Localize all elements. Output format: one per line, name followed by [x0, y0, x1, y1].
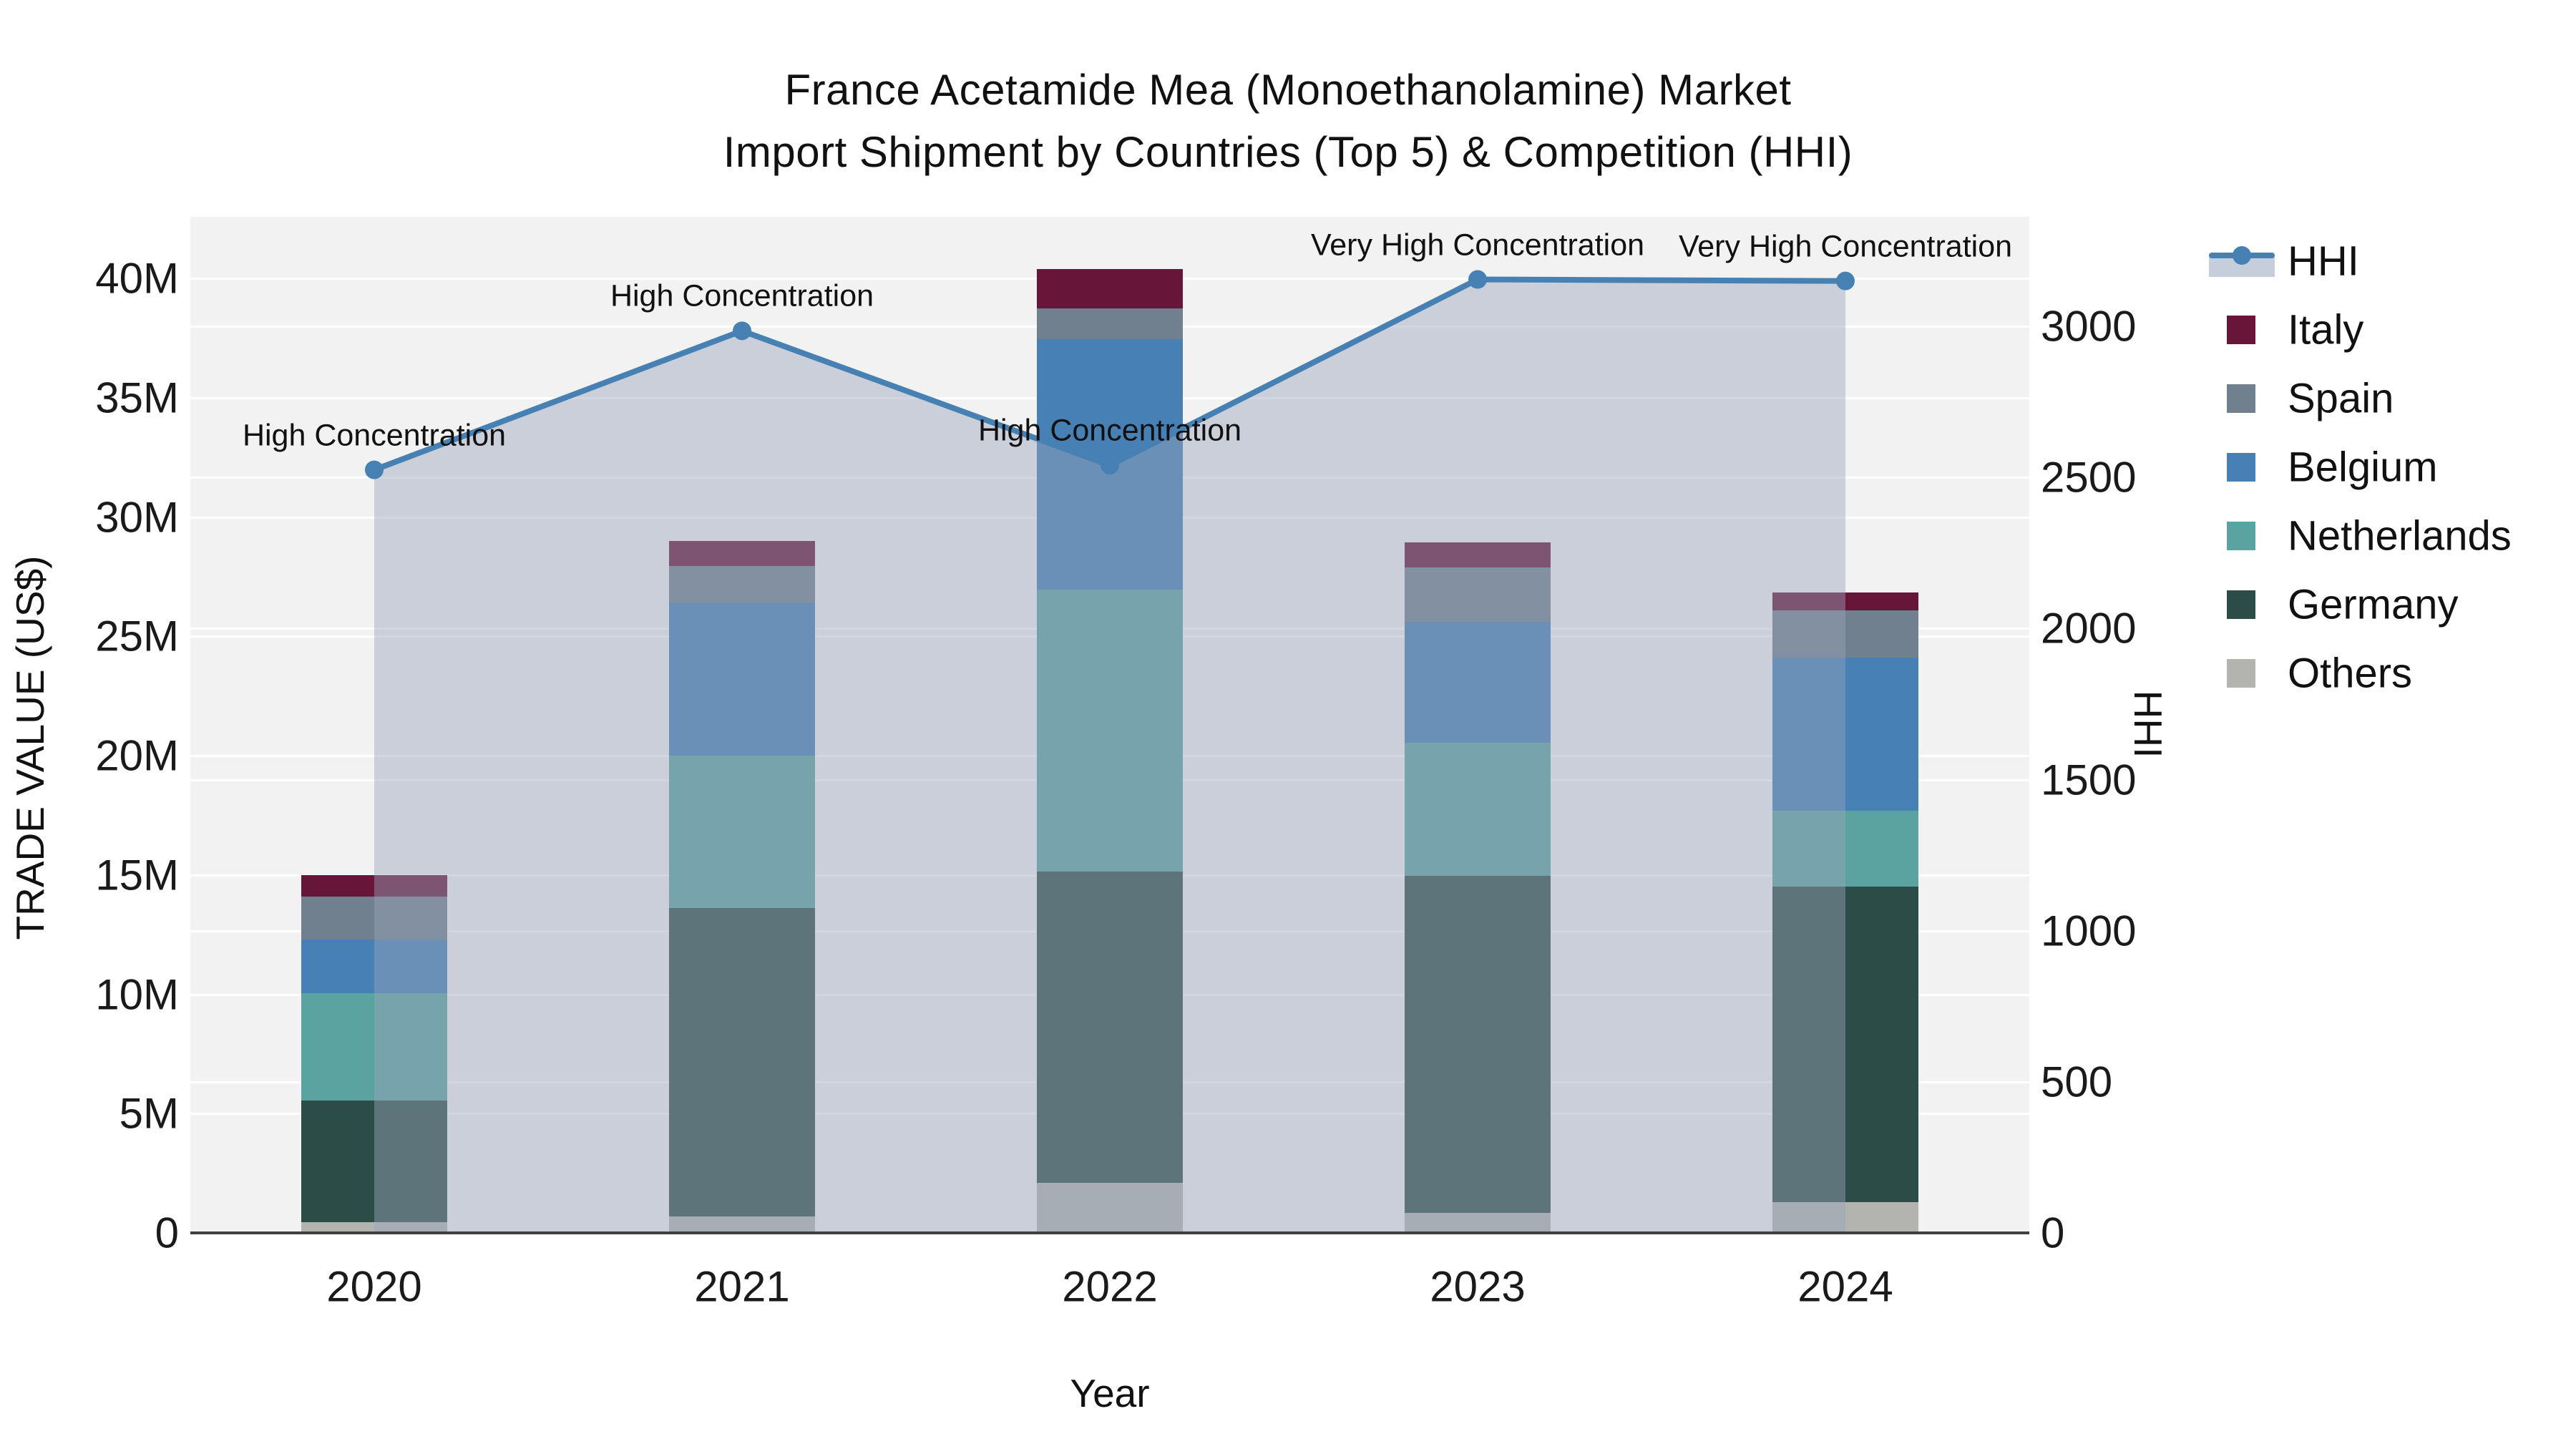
bar-2022-others[interactable] — [1037, 1182, 1183, 1233]
bar-2023-belgium[interactable] — [1405, 622, 1551, 743]
legend-label: Italy — [2288, 306, 2364, 353]
bar-2024-italy[interactable] — [1772, 592, 1918, 610]
bar-2023-spain[interactable] — [1405, 567, 1551, 623]
bar-2020-others[interactable] — [301, 1221, 447, 1233]
legend-swatch-belgium — [2227, 453, 2255, 482]
y-right-tick-label: 2000 — [2041, 604, 2137, 653]
y-left-tick-label: 40M — [95, 254, 179, 303]
legend-item-hhi[interactable]: HHI — [2209, 236, 2545, 286]
y-left-tick-label: 5M — [119, 1089, 179, 1138]
bar-2020-netherlands[interactable] — [301, 992, 447, 1101]
y-left-tick-label: 20M — [95, 731, 179, 780]
bar-2022-germany[interactable] — [1037, 871, 1183, 1183]
legend-item-spain[interactable]: Spain — [2209, 374, 2545, 424]
annotation-2020: High Concentration — [242, 418, 507, 453]
y-right-tick-label: 1500 — [2041, 756, 2137, 804]
bar-2024-others[interactable] — [1772, 1201, 1918, 1233]
annotation-2022: High Concentration — [977, 413, 1242, 448]
legend-label: Spain — [2288, 375, 2394, 422]
legend-item-others[interactable]: Others — [2209, 648, 2545, 698]
bar-2024-germany[interactable] — [1772, 887, 1918, 1202]
legend-label: Others — [2288, 650, 2413, 697]
bar-2021-spain[interactable] — [669, 565, 815, 603]
legend-item-netherlands[interactable]: Netherlands — [2209, 511, 2545, 561]
hhi-marker-2024[interactable] — [1836, 271, 1855, 291]
legend-swatch-spain — [2227, 384, 2255, 413]
y-right-tick-label: 1000 — [2041, 907, 2137, 955]
legend-item-italy[interactable]: Italy — [2209, 305, 2545, 355]
bar-2021-belgium[interactable] — [669, 602, 815, 756]
bar-2022-italy[interactable] — [1037, 268, 1183, 308]
bar-2023-others[interactable] — [1405, 1212, 1551, 1233]
legend-label: Netherlands — [2288, 512, 2512, 560]
bar-2023-italy[interactable] — [1405, 542, 1551, 567]
bar-2023-germany[interactable] — [1405, 876, 1551, 1213]
legend-item-belgium[interactable]: Belgium — [2209, 442, 2545, 492]
y-right-tick-label: 2500 — [2041, 453, 2137, 502]
annotation-2024: Very High Concentration — [1678, 229, 2013, 264]
bar-2020-spain[interactable] — [301, 896, 447, 940]
bar-2024-belgium[interactable] — [1772, 658, 1918, 811]
legend-label: Germany — [2288, 581, 2459, 628]
bar-2021-germany[interactable] — [669, 908, 815, 1216]
x-tick-label-2021: 2021 — [694, 1262, 790, 1311]
legend-item-germany[interactable]: Germany — [2209, 580, 2545, 630]
y-right-tick-label: 0 — [2041, 1209, 2065, 1257]
y-left-tick-label: 10M — [95, 970, 179, 1018]
chart-title-line1: France Acetamide Mea (Monoethanolamine) … — [784, 66, 1792, 114]
x-tick-label-2022: 2022 — [1062, 1262, 1158, 1311]
annotation-2023: Very High Concentration — [1310, 228, 1645, 263]
x-tick-label-2024: 2024 — [1797, 1262, 1893, 1311]
bar-2022-spain[interactable] — [1037, 308, 1183, 340]
x-tick-label-2020: 2020 — [326, 1262, 422, 1311]
bar-2024-netherlands[interactable] — [1772, 810, 1918, 887]
bar-2022-netherlands[interactable] — [1037, 590, 1183, 872]
hhi-marker-2023[interactable] — [1468, 270, 1487, 289]
x-axis-line — [190, 1231, 2029, 1234]
hhi-legend-symbol — [2209, 245, 2275, 277]
hhi-marker-2022[interactable] — [1101, 456, 1119, 475]
bar-2021-others[interactable] — [669, 1216, 815, 1233]
bar-2021-netherlands[interactable] — [669, 756, 815, 909]
y-right-axis-title: HHI — [2126, 690, 2170, 758]
y-left-tick-label: 0 — [155, 1209, 179, 1257]
bar-2024-spain[interactable] — [1772, 610, 1918, 658]
y-right-tick-label: 3000 — [2041, 302, 2137, 351]
y-left-tick-label: 35M — [95, 374, 179, 422]
y-left-tick-label: 25M — [95, 612, 179, 660]
bar-2020-germany[interactable] — [301, 1100, 447, 1222]
bar-2021-italy[interactable] — [669, 540, 815, 566]
y-left-tick-label: 15M — [95, 851, 179, 899]
legend-swatch-italy — [2227, 316, 2255, 344]
y-left-tick-label: 30M — [95, 493, 179, 541]
chart-title-line2: Import Shipment by Countries (Top 5) & C… — [723, 128, 1853, 176]
hhi-marker-2020[interactable] — [365, 460, 384, 479]
bar-2020-belgium[interactable] — [301, 939, 447, 993]
hhi-marker-2021[interactable] — [733, 321, 751, 341]
bar-2020-italy[interactable] — [301, 874, 447, 897]
legend-swatch-netherlands — [2227, 522, 2255, 550]
legend-swatch-germany — [2227, 590, 2255, 619]
y-right-tick-label: 500 — [2041, 1058, 2113, 1106]
x-tick-label-2023: 2023 — [1430, 1262, 1526, 1311]
bar-2023-netherlands[interactable] — [1405, 742, 1551, 877]
legend-label: HHI — [2288, 238, 2359, 285]
x-axis-title: Year — [1070, 1371, 1150, 1415]
legend-label: Belgium — [2288, 444, 2438, 491]
annotation-2021: High Concentration — [610, 278, 874, 313]
legend-swatch-others — [2227, 659, 2255, 688]
